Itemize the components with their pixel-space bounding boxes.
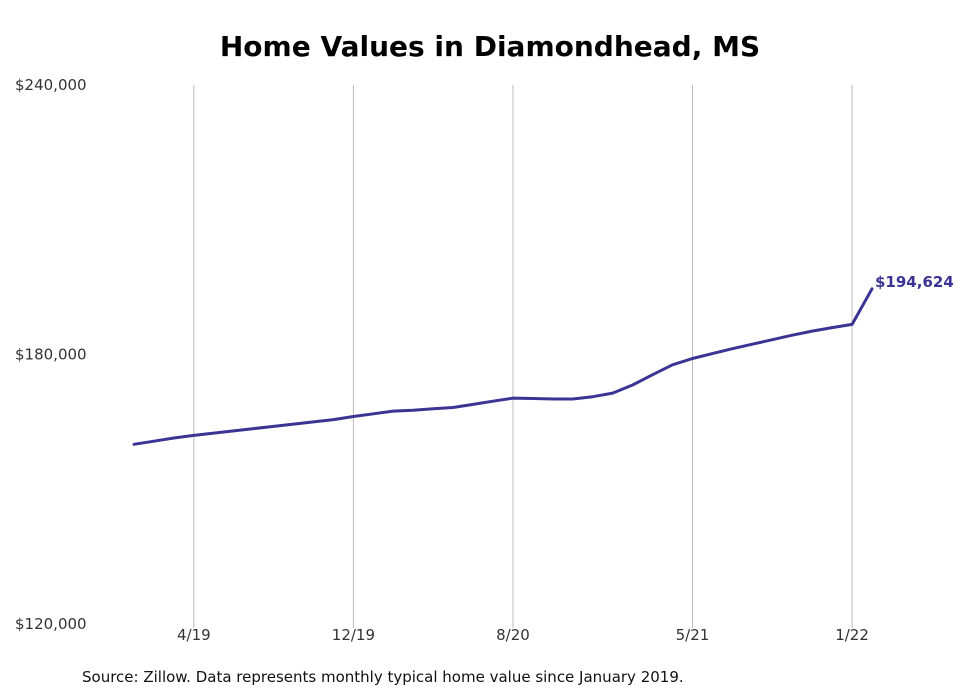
series-layer <box>132 287 874 446</box>
y-tick-label: $120,000 <box>15 615 87 633</box>
source-note: Source: Zillow. Data represents monthly … <box>82 668 684 686</box>
y-tick-label: $180,000 <box>15 346 87 364</box>
series-line <box>132 287 874 446</box>
y-axis-labels: $240,000 $180,000 $120,000 <box>15 76 87 633</box>
x-tick-label: 8/20 <box>496 626 530 644</box>
x-tick-label: 12/19 <box>332 626 375 644</box>
annotations: $194,624 <box>875 273 954 291</box>
x-axis-labels: 4/19 12/19 8/20 5/21 1/22 <box>177 626 869 644</box>
x-tick-label: 5/21 <box>676 626 710 644</box>
y-tick-label: $240,000 <box>15 76 87 94</box>
x-tick-label: 4/19 <box>177 626 211 644</box>
data-label: $194,624 <box>875 273 954 291</box>
x-tick-label: 1/22 <box>835 626 869 644</box>
grid-lines <box>193 85 853 628</box>
chart-title: Home Values in Diamondhead, MS <box>219 30 761 63</box>
